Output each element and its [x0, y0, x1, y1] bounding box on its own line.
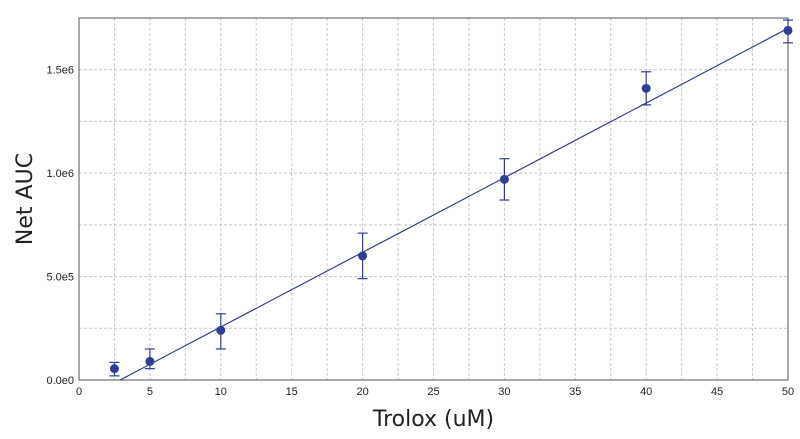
x-tick-label: 50	[782, 386, 794, 398]
y-tick-label: 0.0e0	[46, 375, 74, 387]
data-point	[216, 325, 226, 335]
y-axis-title: Net AUC	[13, 153, 38, 245]
y-tick-labels: 0.0e0 5.0e5 1.0e6 1.5e6	[46, 65, 74, 387]
x-tick-label: 40	[640, 386, 652, 398]
x-tick-label: 25	[427, 386, 439, 398]
data-point	[641, 83, 651, 93]
x-tick-labels: 0 5 10 15 20 25 30 35 40 45 50	[76, 386, 794, 398]
x-tick-label: 35	[569, 386, 581, 398]
y-tick-label: 5.0e5	[46, 272, 74, 284]
grid-lines	[79, 18, 788, 380]
plot-frame	[78, 17, 789, 381]
x-axis-title: Trolox (uM)	[372, 407, 494, 432]
data-point	[358, 251, 368, 261]
data-point	[499, 174, 509, 184]
x-tick-label: 15	[286, 386, 298, 398]
x-tick-label: 30	[498, 386, 510, 398]
y-tick-label: 1.5e6	[46, 65, 74, 77]
data-points	[109, 25, 793, 374]
fit-line	[119, 27, 789, 381]
data-point	[109, 364, 119, 374]
data-point	[145, 356, 155, 366]
y-tick-label: 1.0e6	[46, 168, 74, 180]
x-tick-label: 20	[356, 386, 368, 398]
x-tick-label: 10	[215, 386, 227, 398]
fit-line-layer	[119, 27, 789, 381]
data-point	[783, 25, 793, 35]
x-tick-label: 45	[711, 386, 723, 398]
x-tick-label: 5	[147, 386, 153, 398]
x-tick-label: 0	[76, 386, 82, 398]
error-bars	[109, 19, 793, 377]
